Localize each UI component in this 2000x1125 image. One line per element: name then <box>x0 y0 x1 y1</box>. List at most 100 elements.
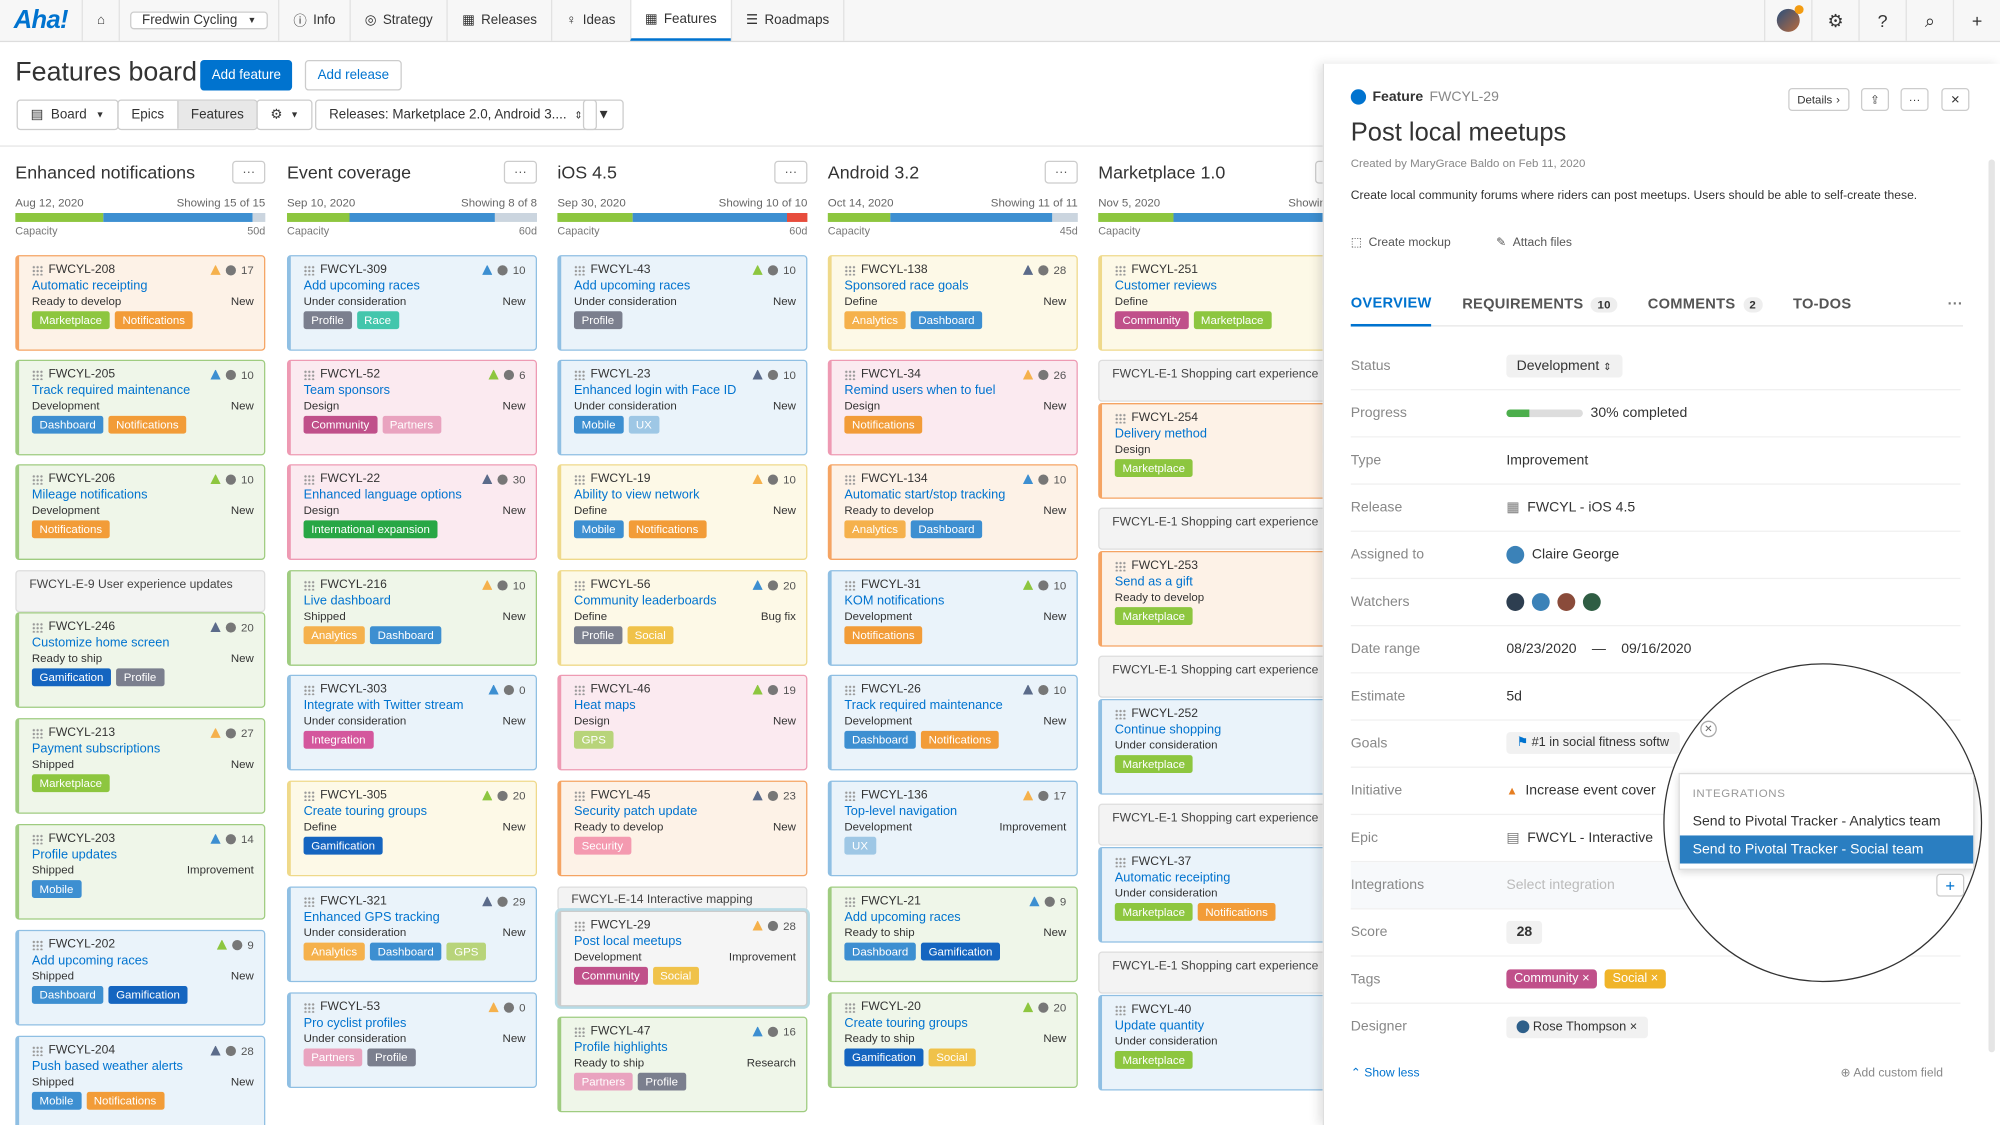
feature-card[interactable]: FWCYL-23 10 Enhanced login with Face ID Und… <box>557 359 808 456</box>
feature-card[interactable]: FWCYL-22 30 Enhanced language options Desig… <box>286 464 537 560</box>
drag-handle-icon[interactable] <box>1114 264 1127 275</box>
drag-handle-icon[interactable] <box>1114 412 1127 423</box>
tag[interactable]: Dashboard <box>910 311 983 330</box>
drag-handle-icon[interactable] <box>31 264 44 275</box>
tag[interactable]: Profile <box>637 1072 686 1091</box>
drag-handle-icon[interactable] <box>303 790 316 801</box>
column-title[interactable]: Event coverage <box>286 161 412 183</box>
feature-name[interactable]: Heat maps <box>573 698 636 714</box>
nav-releases[interactable]: ▦ Releases <box>446 0 551 41</box>
tag[interactable]: UX <box>844 836 876 855</box>
feature-name[interactable]: Security patch update <box>573 804 698 819</box>
tag[interactable]: Community <box>1114 311 1189 330</box>
tag[interactable]: Social <box>652 966 700 985</box>
feature-card[interactable]: FWCYL-213 27 Payment subscriptions Shipped N… <box>15 718 266 814</box>
feature-name[interactable]: Add upcoming races <box>31 954 149 969</box>
add-integration-button[interactable]: + <box>1936 873 1965 897</box>
tag[interactable]: Community <box>303 415 377 434</box>
tab-overview[interactable]: OVERVIEW <box>1350 283 1432 327</box>
tag[interactable]: Partners <box>382 415 441 434</box>
feature-card[interactable]: FWCYL-206 10 Mileage notifications Developm… <box>15 464 266 560</box>
tag[interactable]: GPS <box>446 942 487 961</box>
tag[interactable]: Marketplace <box>31 311 110 330</box>
drag-handle-icon[interactable] <box>31 473 44 485</box>
feature-card[interactable]: FWCYL-53 0 Pro cyclist profiles Under consi… <box>286 992 537 1089</box>
show-less-link[interactable]: ⌃ Show less <box>1350 1066 1420 1081</box>
column-title[interactable]: Android 3.2 <box>827 161 920 183</box>
feature-name[interactable]: Automatic receipting <box>31 279 148 294</box>
tabs-more-icon[interactable]: ··· <box>1947 297 1964 313</box>
feature-name[interactable]: Continue shopping <box>1114 723 1222 738</box>
drag-handle-icon[interactable] <box>844 473 856 485</box>
tag[interactable]: Notifications <box>108 415 187 434</box>
feature-name[interactable]: Track required maintenance <box>844 698 1003 714</box>
tag[interactable]: Profile <box>116 668 164 687</box>
drag-handle-icon[interactable] <box>31 939 44 950</box>
settings-gear-icon[interactable]: ⚙ <box>1811 0 1858 41</box>
epic-group-header[interactable]: FWCYL-E-1 Shopping cart experience <box>1098 951 1349 994</box>
search-icon[interactable]: ⌕ <box>1905 0 1953 41</box>
feature-card[interactable]: FWCYL-202 9 Add upcoming races Shipped New Da… <box>15 929 266 1026</box>
board-view-select[interactable]: ▤ Board ▼ <box>16 99 119 131</box>
tag[interactable]: Profile <box>303 311 352 330</box>
feature-card[interactable]: FWCYL-29 28 Post local meetups Development I… <box>557 910 808 1007</box>
tag[interactable]: Mobile <box>31 1091 82 1110</box>
feature-card[interactable]: FWCYL-305 20 Create touring groups Define Ne… <box>286 780 537 877</box>
feature-card[interactable]: FWCYL-45 23 Security patch update Ready to … <box>557 780 808 877</box>
feature-card[interactable]: FWCYL-46 19 Heat maps Design New GPS <box>557 674 808 771</box>
feature-name[interactable]: Customize home screen <box>31 636 170 651</box>
filter-button[interactable]: ▼ <box>582 99 625 131</box>
nav-roadmaps[interactable]: ☰ Roadmaps <box>730 0 845 41</box>
feature-card[interactable]: FWCYL-321 29 Enhanced GPS tracking Under co… <box>286 886 537 983</box>
tag[interactable]: Dashboard <box>844 942 916 961</box>
integration-option-social[interactable]: Send to Pivotal Tracker - Social team <box>1679 835 1974 864</box>
feature-card[interactable]: FWCYL-309 10 Add upcoming races Under consi… <box>286 255 537 351</box>
drag-handle-icon[interactable] <box>573 920 586 931</box>
tag[interactable]: Social <box>626 626 674 645</box>
feature-card[interactable]: FWCYL-216 10 Live dashboard Shipped New Analy… <box>286 570 537 666</box>
drag-handle-icon[interactable] <box>573 264 586 275</box>
release-filter[interactable]: Releases: Marketplace 2.0, Android 3....… <box>315 99 597 131</box>
epic-group-header[interactable]: FWCYL-E-9 User experience updates <box>15 570 266 613</box>
tag[interactable]: Gamification <box>303 836 383 855</box>
home-nav[interactable]: ⌂ <box>81 0 119 41</box>
tag[interactable]: Notifications <box>844 415 923 434</box>
board-settings[interactable]: ⚙ ▼ <box>256 99 313 131</box>
drag-handle-icon[interactable] <box>844 579 856 590</box>
feature-name[interactable]: Add upcoming races <box>573 279 691 294</box>
tag[interactable]: Notifications <box>920 730 999 749</box>
tag[interactable]: Dashboard <box>31 985 104 1004</box>
more-icon[interactable]: ··· <box>503 160 537 184</box>
drag-handle-icon[interactable] <box>1114 1004 1127 1015</box>
feature-card[interactable]: FWCYL-43 10 Add upcoming races Under consid… <box>557 255 808 351</box>
feature-card[interactable]: FWCYL-246 20 Customize home screen Ready to… <box>15 612 266 708</box>
nav-info[interactable]: ⓘ Info <box>278 0 349 41</box>
tag[interactable]: Dashboard <box>369 626 442 645</box>
tab-requirements[interactable]: REQUIREMENTS 10 <box>1462 283 1618 326</box>
tag[interactable]: Notifications <box>1197 903 1276 921</box>
feature-card[interactable]: FWCYL-136 17 Top-level navigation Developme… <box>827 780 1078 877</box>
feature-card[interactable]: FWCYL-31 10 KOM notifications Development Ne… <box>827 570 1078 666</box>
feature-card[interactable]: FWCYL-254 Delivery methodDesignNe Marketpl… <box>1098 403 1349 499</box>
tag[interactable]: Social <box>928 1048 976 1067</box>
seg-epics[interactable]: Epics <box>131 107 165 123</box>
drag-handle-icon[interactable] <box>573 790 586 801</box>
drag-handle-icon[interactable] <box>31 833 44 844</box>
drag-handle-icon[interactable] <box>31 369 44 380</box>
feature-name[interactable]: Ability to view network <box>573 488 700 503</box>
tag[interactable]: Dashboard <box>844 730 916 749</box>
tag[interactable]: Marketplace <box>1114 459 1193 478</box>
feature-card[interactable]: FWCYL-205 10 Track required maintenance Dev… <box>15 359 266 456</box>
tag[interactable]: Notifications <box>844 626 923 645</box>
tag[interactable]: Gamification <box>844 1048 924 1067</box>
tag[interactable]: Analytics <box>303 942 365 961</box>
tag[interactable]: Marketplace <box>1114 903 1193 921</box>
tag[interactable]: Marketplace <box>1114 607 1193 625</box>
drag-handle-icon[interactable] <box>573 684 586 695</box>
feature-name[interactable]: Payment subscriptions <box>31 742 161 757</box>
add-custom-field-link[interactable]: ⊕ Add custom field <box>1840 1066 1944 1081</box>
feature-card[interactable]: FWCYL-37 Automatic receipting Under consid… <box>1098 846 1349 943</box>
column-title[interactable]: iOS 4.5 <box>557 161 617 183</box>
feature-name[interactable]: Update quantity <box>1114 1019 1205 1034</box>
